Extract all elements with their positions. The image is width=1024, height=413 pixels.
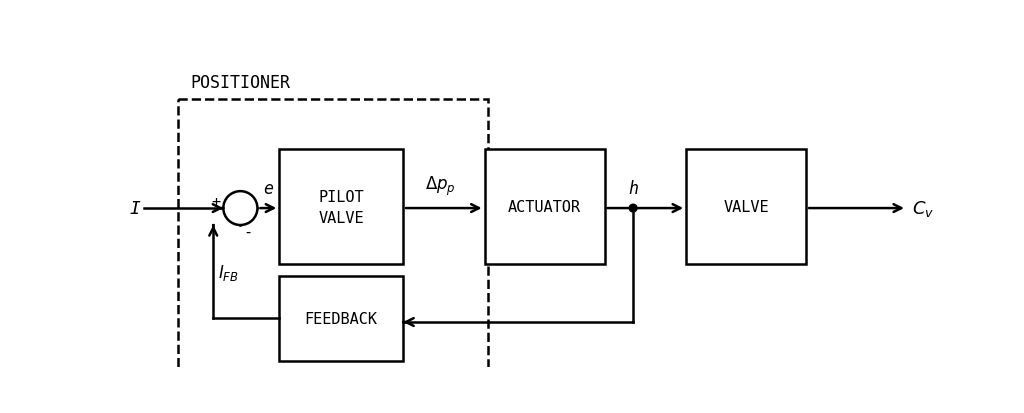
Text: $C_v$: $C_v$	[911, 199, 934, 218]
Text: PILOT
VALVE: PILOT VALVE	[318, 189, 364, 225]
Circle shape	[629, 205, 637, 212]
Bar	[484, 150, 604, 265]
Text: VALVE: VALVE	[723, 199, 769, 214]
Bar	[686, 150, 806, 265]
Text: POSITIONER: POSITIONER	[190, 74, 290, 92]
Text: -: -	[244, 224, 253, 239]
Bar	[178, 100, 488, 380]
Bar	[280, 150, 403, 265]
Bar	[280, 276, 403, 361]
Text: FEEDBACK: FEEDBACK	[304, 311, 378, 326]
Text: ACTUATOR: ACTUATOR	[508, 199, 581, 214]
Circle shape	[223, 192, 257, 225]
Text: +: +	[211, 195, 220, 210]
Text: $I_{FB}$: $I_{FB}$	[218, 262, 239, 282]
Text: h: h	[628, 180, 638, 198]
Text: e: e	[263, 180, 273, 198]
Text: I: I	[129, 199, 140, 218]
Text: $\Delta p_p$: $\Delta p_p$	[425, 175, 456, 198]
